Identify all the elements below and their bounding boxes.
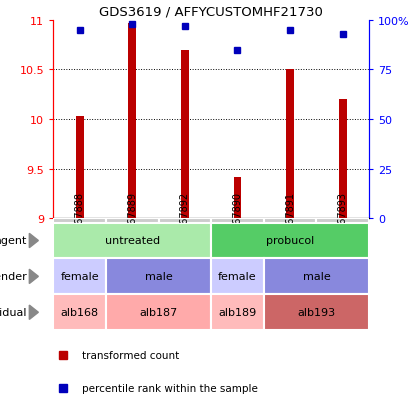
Bar <box>53 219 106 223</box>
Polygon shape <box>29 234 38 248</box>
Bar <box>211 219 263 223</box>
Text: GSM467890: GSM467890 <box>232 192 242 250</box>
Bar <box>233 177 241 219</box>
Bar <box>128 24 136 219</box>
Bar <box>285 70 293 219</box>
Bar <box>76 117 83 219</box>
Bar <box>53 259 106 294</box>
Bar <box>106 294 211 330</box>
Text: alb187: alb187 <box>139 308 177 318</box>
Text: alb189: alb189 <box>218 308 256 318</box>
Text: GSM467889: GSM467889 <box>127 192 137 250</box>
Bar <box>263 294 368 330</box>
Bar <box>211 294 263 330</box>
Text: individual: individual <box>0 308 27 318</box>
Bar <box>316 219 368 223</box>
Text: male: male <box>144 272 172 282</box>
Bar <box>158 219 211 223</box>
Text: untreated: untreated <box>104 236 160 246</box>
Text: female: female <box>218 272 256 282</box>
Polygon shape <box>29 305 38 320</box>
Text: gender: gender <box>0 272 27 282</box>
Bar <box>53 223 211 259</box>
Bar <box>263 259 368 294</box>
Text: GSM467893: GSM467893 <box>337 192 347 250</box>
Text: percentile rank within the sample: percentile rank within the sample <box>81 383 257 393</box>
Text: GSM467888: GSM467888 <box>74 192 84 250</box>
Text: male: male <box>302 272 330 282</box>
Text: agent: agent <box>0 236 27 246</box>
Bar <box>263 219 316 223</box>
Bar <box>106 219 158 223</box>
Title: GDS3619 / AFFYCUSTOMHF21730: GDS3619 / AFFYCUSTOMHF21730 <box>99 5 322 18</box>
Polygon shape <box>29 270 38 284</box>
Text: alb193: alb193 <box>297 308 335 318</box>
Text: female: female <box>60 272 99 282</box>
Bar <box>338 100 346 219</box>
Text: alb168: alb168 <box>61 308 99 318</box>
Text: GSM467892: GSM467892 <box>180 192 189 250</box>
Bar <box>106 259 211 294</box>
Text: transformed count: transformed count <box>81 350 178 360</box>
Bar <box>211 223 368 259</box>
Text: GSM467891: GSM467891 <box>284 192 294 250</box>
Bar <box>211 259 263 294</box>
Text: probucol: probucol <box>265 236 313 246</box>
Bar <box>53 294 106 330</box>
Bar <box>180 50 188 219</box>
